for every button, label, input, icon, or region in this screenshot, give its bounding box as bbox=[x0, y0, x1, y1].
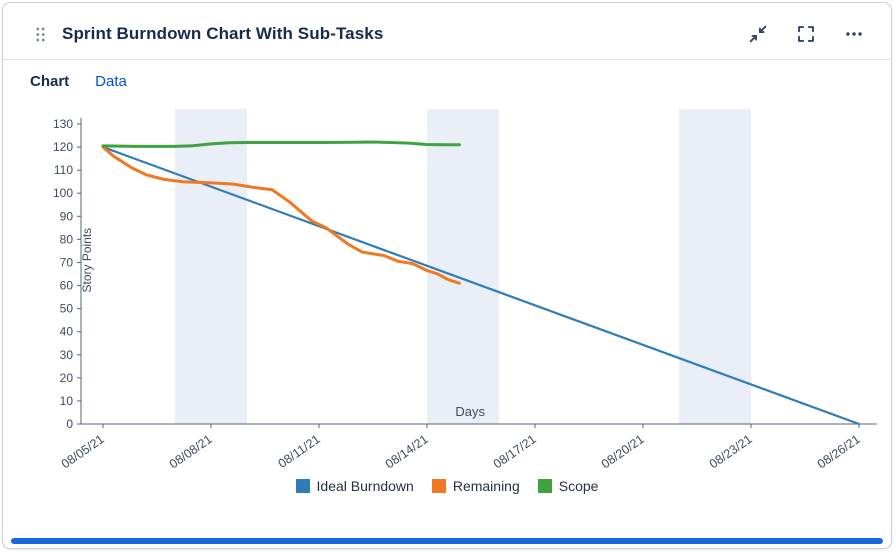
legend-swatch-remaining bbox=[431, 479, 446, 493]
axes bbox=[77, 118, 877, 428]
x-tick-label: 08/23/21 bbox=[707, 432, 755, 471]
y-tick-label: 80 bbox=[60, 232, 74, 246]
series-line-ideal-burndown bbox=[101, 145, 861, 426]
y-axis-title: Story Points bbox=[80, 228, 94, 293]
weekend-bands bbox=[175, 109, 751, 424]
resize-indicator-bar[interactable] bbox=[11, 538, 883, 544]
legend-item-remaining[interactable]: Remaining bbox=[431, 478, 520, 494]
legend-label-scope: Scope bbox=[558, 478, 599, 494]
y-tick-label: 50 bbox=[60, 302, 74, 316]
y-tick-label: 90 bbox=[60, 209, 74, 223]
y-tick-label: 30 bbox=[60, 348, 74, 362]
legend-swatch-ideal-burndown bbox=[295, 479, 310, 493]
drag-handle-icon[interactable] bbox=[35, 26, 46, 43]
weekend-band bbox=[175, 109, 247, 424]
minimize-arrows-icon bbox=[749, 25, 767, 43]
burndown-chart: 0 10 20 30 40 50 60 70 80 90 100 110 120 130 08/05/21 0… bbox=[3, 94, 891, 494]
burndown-chart-svg: 0 10 20 30 40 50 60 70 80 90 100 110 120 130 08/05/21 0… bbox=[53, 109, 877, 471]
legend-item-ideal-burndown[interactable]: Ideal Burndown bbox=[295, 478, 414, 494]
legend-swatch-scope bbox=[537, 479, 552, 493]
fullscreen-icon bbox=[797, 25, 815, 43]
legend-item-scope[interactable]: Scope bbox=[537, 478, 599, 494]
x-tick-label: 08/05/21 bbox=[59, 432, 107, 471]
tab-chart[interactable]: Chart bbox=[30, 73, 70, 90]
y-tick-label: 100 bbox=[53, 186, 73, 200]
page-title: Sprint Burndown Chart With Sub-Tasks bbox=[62, 24, 384, 43]
ellipsis-icon bbox=[845, 25, 863, 43]
x-tick-label: 08/20/21 bbox=[599, 432, 647, 471]
weekend-band bbox=[679, 109, 751, 424]
x-tick-label: 08/14/21 bbox=[383, 432, 431, 471]
fullscreen-button[interactable] bbox=[795, 23, 817, 45]
y-tick-label: 20 bbox=[60, 371, 74, 385]
legend-label-remaining: Remaining bbox=[452, 478, 520, 494]
x-tick-label: 08/08/21 bbox=[167, 432, 215, 471]
x-tick-label: 08/26/21 bbox=[815, 432, 863, 471]
x-tick-label: 08/17/21 bbox=[491, 432, 539, 471]
header-divider bbox=[3, 59, 891, 60]
tab-bar: Chart Data bbox=[3, 60, 891, 94]
tab-data[interactable]: Data bbox=[95, 73, 127, 90]
chart-legend: Ideal Burndown Remaining Scope bbox=[3, 478, 891, 494]
y-tick-label: 40 bbox=[60, 325, 74, 339]
minimize-button[interactable] bbox=[747, 23, 769, 45]
gadget-header: Sprint Burndown Chart With Sub-Tasks bbox=[3, 3, 891, 59]
y-tick-label: 120 bbox=[53, 140, 73, 154]
y-tick-label: 60 bbox=[60, 279, 74, 293]
legend-label-ideal-burndown: Ideal Burndown bbox=[316, 478, 414, 494]
y-tick-label: 0 bbox=[66, 417, 73, 431]
series-line-remaining bbox=[101, 145, 461, 285]
x-axis-title: Days bbox=[455, 404, 485, 419]
y-tick-label: 10 bbox=[60, 394, 74, 408]
y-tick-label: 130 bbox=[53, 117, 73, 131]
y-tick-label: 110 bbox=[54, 163, 73, 177]
y-tick-label: 70 bbox=[60, 255, 74, 269]
x-tick-label: 08/11/21 bbox=[276, 432, 323, 471]
weekend-band bbox=[427, 109, 499, 424]
more-options-button[interactable] bbox=[843, 23, 865, 45]
series-line-scope bbox=[101, 140, 461, 148]
